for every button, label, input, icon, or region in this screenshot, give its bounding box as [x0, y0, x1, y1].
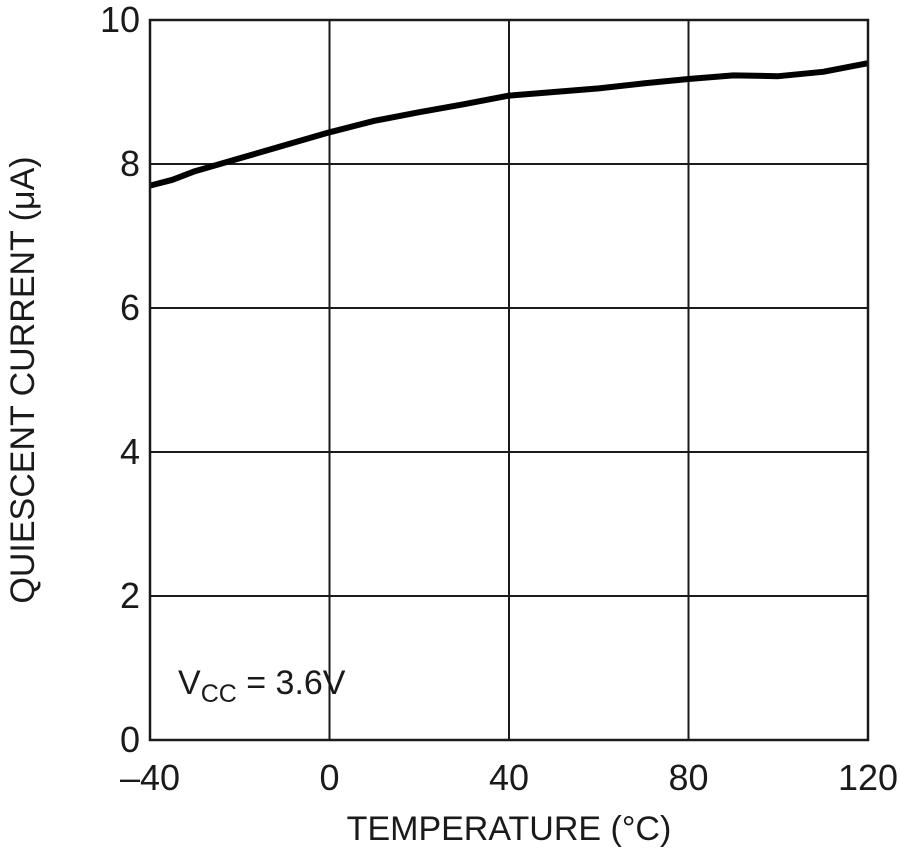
- x-tick-label: –40: [120, 757, 180, 798]
- x-tick-label: 40: [489, 757, 529, 798]
- y-tick-label: 8: [120, 143, 140, 184]
- y-tick-label: 0: [120, 719, 140, 760]
- y-axis-title: QUIESCENT CURRENT (μA): [4, 156, 42, 603]
- annotation-suffix: = 3.6V: [237, 664, 346, 702]
- grid: [150, 20, 868, 740]
- x-axis-title: TEMPERATURE (°C): [347, 810, 672, 848]
- x-tick-label: 120: [838, 757, 898, 798]
- annotation-subscript: CC: [201, 680, 237, 708]
- x-tick-label: 0: [319, 757, 339, 798]
- y-tick-label: 6: [120, 287, 140, 328]
- x-tick-label: 80: [668, 757, 708, 798]
- annotation-main: V: [178, 664, 201, 702]
- plot-border: [148, 18, 870, 742]
- y-tick-label: 4: [120, 431, 140, 472]
- y-tick-label: 10: [100, 0, 140, 40]
- vcc-annotation: VCC = 3.6V: [178, 664, 346, 708]
- series-line: [149, 60, 869, 189]
- y-tick-label: 2: [120, 575, 140, 616]
- series-layer: [149, 60, 869, 189]
- plot-frame: [148, 18, 870, 742]
